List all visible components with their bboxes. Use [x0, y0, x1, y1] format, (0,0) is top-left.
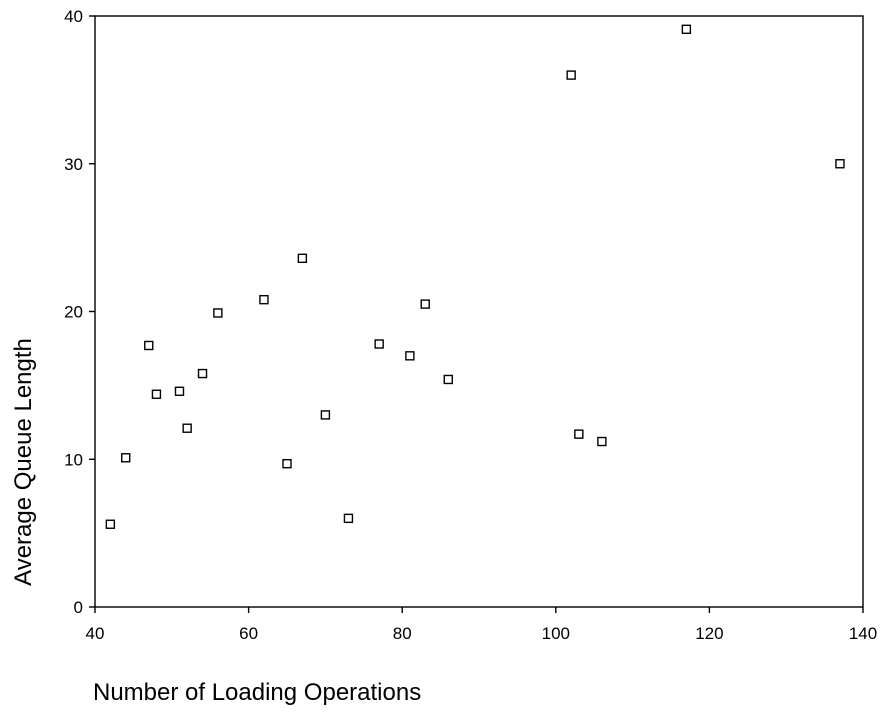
y-axis: 0 10 20 30 40: [64, 7, 95, 617]
x-tick-label: 80: [393, 624, 412, 643]
data-point: [121, 453, 131, 463]
data-point: [405, 351, 415, 361]
y-tick-label: 0: [74, 598, 83, 617]
data-point: [182, 423, 192, 433]
data-point: [259, 294, 269, 305]
data-point: [443, 374, 453, 385]
data-point: [174, 386, 185, 396]
data-point: [282, 458, 292, 469]
x-axis: 40 60 80 100 120 140: [86, 607, 877, 643]
data-point: [105, 519, 116, 529]
data-point: [835, 159, 845, 169]
data-point: [144, 340, 154, 351]
y-tick-label: 30: [64, 155, 83, 174]
x-tick-label: 60: [239, 624, 258, 643]
x-tick-label: 100: [542, 624, 570, 643]
data-point: [420, 299, 430, 309]
data-points: [105, 24, 845, 529]
data-point: [681, 24, 692, 34]
x-tick-label: 40: [86, 624, 105, 643]
data-point: [151, 389, 162, 399]
data-point: [343, 513, 354, 524]
data-point: [197, 368, 208, 379]
plot-area-frame: [94, 15, 864, 608]
y-axis-title: Average Queue Length: [10, 338, 37, 586]
x-tick-label: 120: [695, 624, 723, 643]
data-point: [374, 339, 384, 349]
data-point: [297, 253, 308, 264]
data-point: [320, 410, 331, 420]
x-tick-label: 140: [849, 624, 877, 643]
y-tick-label: 20: [64, 303, 83, 322]
data-point: [574, 429, 584, 439]
data-point: [566, 70, 576, 80]
x-axis-title: Number of Loading Operations: [93, 679, 421, 706]
data-point: [597, 436, 607, 447]
y-tick-label: 40: [64, 7, 83, 26]
data-point: [213, 308, 223, 318]
y-tick-label: 10: [64, 450, 83, 469]
